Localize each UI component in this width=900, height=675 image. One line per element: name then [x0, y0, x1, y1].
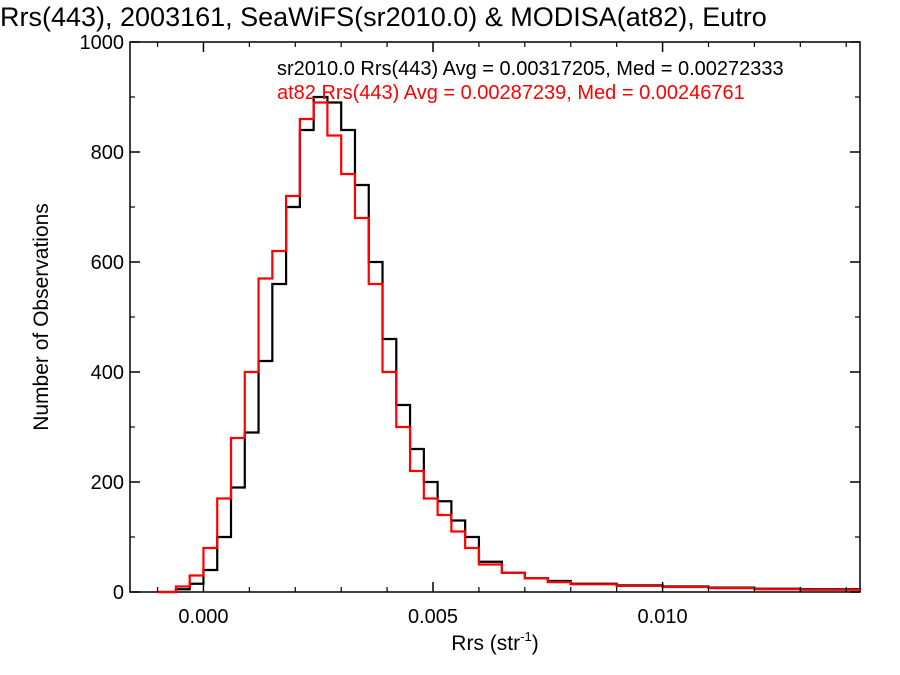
x-tick-label: 0.005: [408, 606, 458, 628]
x-axis-label-main: Rrs (str: [451, 632, 520, 655]
legend-entry-at82: at82 Rrs(443) Avg = 0.00287239, Med = 0.…: [277, 82, 745, 104]
chart-title: Rrs(443), 2003161, SeaWiFS(sr2010.0) & M…: [0, 2, 767, 32]
y-tick-label: 400: [91, 362, 124, 384]
x-tick-label: 0.010: [638, 606, 688, 628]
x-tick-label: 0.000: [178, 606, 228, 628]
y-tick-label: 1000: [80, 32, 125, 54]
legend: sr2010.0 Rrs(443) Avg = 0.00317205, Med …: [277, 58, 784, 104]
y-tick-label: 600: [91, 252, 124, 274]
x-axis-label-superscript: -1: [520, 629, 532, 644]
axes-layer: 0 200 400 600 800 1000 0.000 0.005 0.010: [80, 32, 860, 628]
y-tick-label: 200: [91, 472, 124, 494]
x-axis-label-close: ): [532, 632, 539, 655]
y-tick-label: 0: [113, 582, 124, 604]
y-axis-label: Number of Observations: [30, 203, 53, 431]
series-layer: [157, 95, 862, 594]
y-tick-label: 800: [91, 142, 124, 164]
series-line-at82: [157, 101, 862, 594]
legend-entry-sr2010: sr2010.0 Rrs(443) Avg = 0.00317205, Med …: [277, 58, 784, 80]
x-axis-label: Rrs (str-1): [451, 629, 538, 655]
